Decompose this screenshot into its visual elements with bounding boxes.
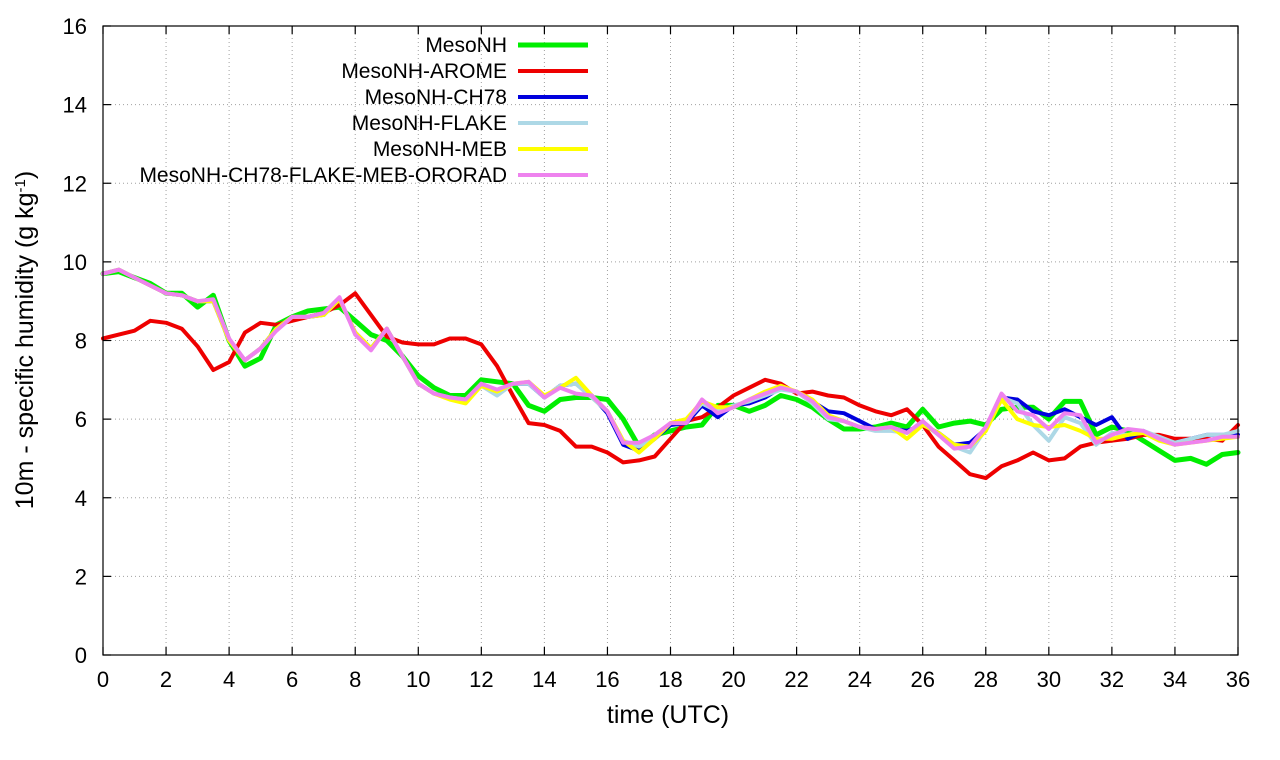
y-tick-label: 8 xyxy=(75,329,87,354)
series-line-1 xyxy=(101,291,1240,481)
x-tick-label: 34 xyxy=(1163,667,1187,692)
y-tick-label: 2 xyxy=(75,564,87,589)
legend-label: MesoNH-AROME xyxy=(341,60,507,83)
legend-label: MesoNH xyxy=(425,34,507,57)
x-axis-label: time (UTC) xyxy=(607,701,729,729)
x-tick-label: 24 xyxy=(847,667,871,692)
y-tick-labels: 0 2 4 6 8 10 12 14 16 xyxy=(63,14,87,668)
x-tick-label: 28 xyxy=(974,667,998,692)
y-axis-label: 10m - specific humidity (g kg-1) xyxy=(11,171,39,509)
x-tick-label: 6 xyxy=(286,667,298,692)
series-lines xyxy=(100,267,1241,481)
x-tick-label: 2 xyxy=(160,667,172,692)
x-tick-label: 14 xyxy=(532,667,556,692)
x-tick-label: 26 xyxy=(910,667,934,692)
y-tick-label: 0 xyxy=(75,643,87,668)
x-tick-label: 30 xyxy=(1037,667,1061,692)
x-tick-label: 12 xyxy=(469,667,493,692)
legend-label: MesoNH-FLAKE xyxy=(352,112,507,135)
series-line-5 xyxy=(101,267,1240,451)
series-line-0 xyxy=(100,269,1241,467)
x-tick-label: 4 xyxy=(223,667,235,692)
y-axis-label-superscript: -1 xyxy=(12,179,29,192)
y-tick-label: 16 xyxy=(63,14,87,39)
y-axis-label-suffix: ) xyxy=(11,171,39,179)
x-tick-label: 32 xyxy=(1100,667,1124,692)
x-tick-label: 16 xyxy=(595,667,619,692)
y-tick-label: 4 xyxy=(75,486,87,511)
legend-label: MesoNH-CH78 xyxy=(365,86,507,109)
y-axis-label-main: 10m - specific humidity (g kg xyxy=(11,192,39,509)
y-tick-label: 14 xyxy=(63,93,87,118)
y-tick-label: 6 xyxy=(75,407,87,432)
x-tick-label: 18 xyxy=(658,667,682,692)
x-tick-label: 20 xyxy=(721,667,745,692)
y-tick-label: 12 xyxy=(63,171,87,196)
x-tick-labels: 0 2 4 6 8 10 12 14 16 18 20 22 24 26 28 30 32 34 36 xyxy=(97,667,1250,692)
x-tick-label: 36 xyxy=(1226,667,1250,692)
legend: MesoNH MesoNH-AROME MesoNH-CH78 MesoNH-FLAK… xyxy=(139,34,588,187)
x-tick-label: 8 xyxy=(349,667,361,692)
legend-label: MesoNH-MEB xyxy=(373,138,507,161)
y-tick-label: 10 xyxy=(63,250,87,275)
x-tick-label: 10 xyxy=(406,667,430,692)
legend-label: MesoNH-CH78-FLAKE-MEB-ORORAD xyxy=(139,164,507,187)
axis-ticks xyxy=(102,25,1239,656)
x-tick-label: 22 xyxy=(784,667,808,692)
x-tick-label: 0 xyxy=(97,667,109,692)
grid-lines xyxy=(103,26,1238,655)
